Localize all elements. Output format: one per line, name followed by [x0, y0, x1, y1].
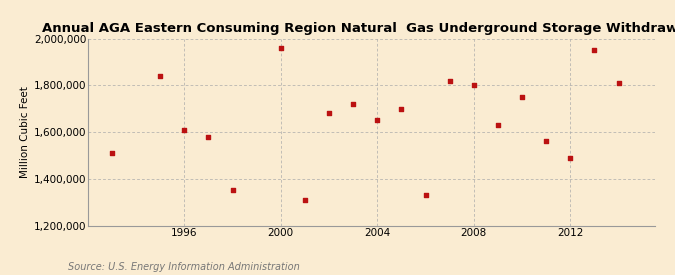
Point [372, 118, 383, 123]
Point [589, 48, 600, 52]
Point [541, 139, 551, 144]
Point [396, 106, 407, 111]
Point [348, 102, 358, 106]
Point [613, 81, 624, 85]
Point [300, 198, 310, 202]
Point [179, 128, 190, 132]
Point [155, 74, 165, 78]
Point [227, 188, 238, 193]
Title: Annual AGA Eastern Consuming Region Natural  Gas Underground Storage Withdrawals: Annual AGA Eastern Consuming Region Natu… [43, 21, 675, 35]
Y-axis label: Million Cubic Feet: Million Cubic Feet [20, 86, 30, 178]
Point [493, 123, 504, 127]
Point [203, 134, 214, 139]
Point [323, 111, 334, 116]
Text: Source: U.S. Energy Information Administration: Source: U.S. Energy Information Administ… [68, 262, 299, 272]
Point [444, 78, 455, 83]
Point [565, 156, 576, 160]
Point [468, 83, 479, 87]
Point [107, 151, 117, 155]
Point [516, 95, 527, 99]
Point [420, 193, 431, 197]
Point [275, 46, 286, 50]
